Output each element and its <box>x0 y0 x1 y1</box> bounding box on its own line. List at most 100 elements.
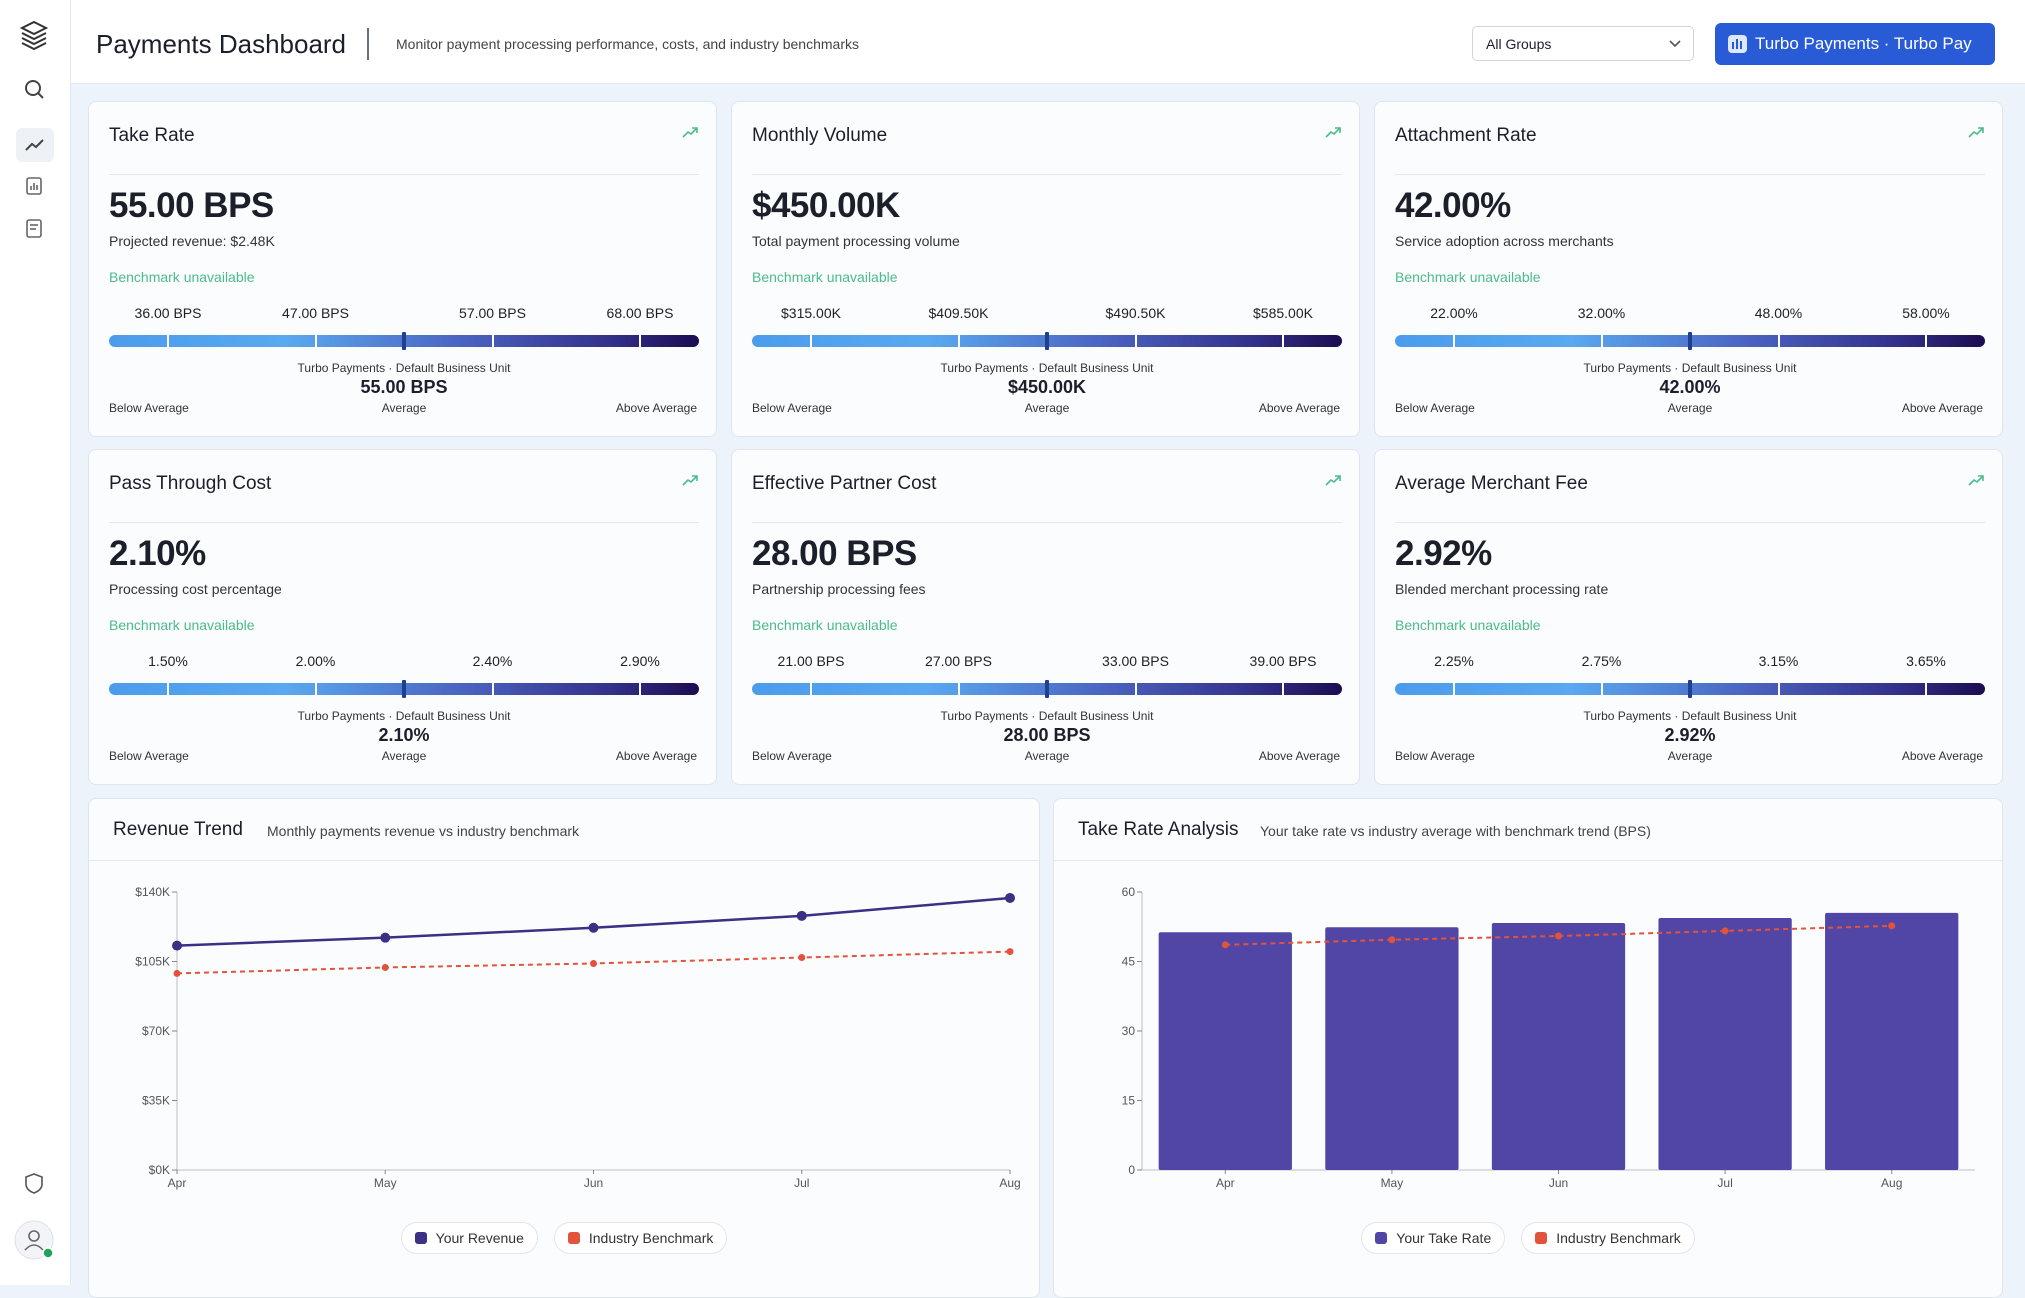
position-marker <box>402 332 406 350</box>
series-point <box>1388 936 1396 944</box>
group-select[interactable]: All Groups <box>1472 26 1694 61</box>
chart: $0K $35K $70K $105K $140K Apr May Jun Jul Aug <box>135 885 1020 1190</box>
status-dot <box>42 1247 54 1259</box>
trend-line <box>1325 475 1341 486</box>
chart-header-separator <box>1054 860 2002 861</box>
range-divider <box>314 683 317 695</box>
account-button[interactable]: Turbo Payments · Turbo Pay <box>1715 23 1995 65</box>
group-select-label: All Groups <box>1486 36 1552 52</box>
x-tick-label: Aug <box>1881 1176 1902 1190</box>
search-icon[interactable] <box>25 80 44 99</box>
range-divider <box>314 335 317 347</box>
scale-label: Below Average <box>109 749 189 763</box>
series-point <box>1006 948 1014 956</box>
legend-swatch <box>1375 1232 1388 1244</box>
benchmark-status: Benchmark unavailable <box>752 617 898 633</box>
range-label: 1.50% <box>148 653 188 669</box>
legend-item[interactable]: Your Take Rate <box>1361 1222 1506 1254</box>
card-separator <box>109 174 699 175</box>
legend-item[interactable]: Industry Benchmark <box>1521 1222 1695 1254</box>
report-nav-icon[interactable] <box>26 219 42 238</box>
range-divider <box>1134 335 1137 347</box>
position-marker <box>402 680 406 698</box>
card-subtitle: Service adoption across merchants <box>1395 233 1614 249</box>
header: Payments Dashboard Monitor payment proce… <box>71 0 2025 84</box>
range-label: $585.00K <box>1253 305 1313 321</box>
x-tick-label: Jun <box>1549 1176 1568 1190</box>
trend-icon <box>1968 475 1984 486</box>
card-subtitle: Blended merchant processing rate <box>1395 581 1609 597</box>
avatar-body <box>24 1244 44 1251</box>
select-chevron <box>1669 40 1681 48</box>
y-tick-label: 45 <box>1122 955 1136 969</box>
trend-line <box>1325 127 1341 138</box>
legend-swatch <box>414 1232 427 1244</box>
y-tick-label: $70K <box>142 1024 170 1038</box>
legend-item[interactable]: Your Revenue <box>400 1222 538 1254</box>
trend-arrow <box>1335 127 1341 133</box>
card-value: 28.00 BPS <box>752 534 917 573</box>
range-divider <box>1600 335 1603 347</box>
kpi-card: Pass Through Cost 2.10% Processing cost pe… <box>88 449 717 785</box>
range-divider <box>1925 335 1927 347</box>
range-label: 2.75% <box>1581 653 1622 669</box>
card-subtitle: Processing cost percentage <box>109 581 282 597</box>
series-point <box>1005 892 1015 903</box>
range-divider <box>491 335 494 347</box>
legend-swatch <box>1535 1232 1548 1244</box>
trend-line <box>682 127 698 138</box>
card-value: $450.00K <box>752 186 900 225</box>
scale-label: Average <box>1024 401 1070 415</box>
trend-line <box>1968 475 1984 486</box>
range-divider <box>491 683 494 695</box>
bar <box>1825 912 1959 1170</box>
security-icon[interactable] <box>25 1173 43 1194</box>
range-label: 2.90% <box>620 653 660 669</box>
legend-swatch <box>567 1232 580 1244</box>
range-divider <box>810 683 812 695</box>
y-tick-label: 15 <box>1122 1094 1136 1108</box>
range-divider <box>1600 683 1603 695</box>
range-label: 68.00 BPS <box>606 305 674 321</box>
range-divider <box>1777 683 1780 695</box>
range-label: 2.40% <box>472 653 513 669</box>
card-subtitle: Total payment processing volume <box>752 233 960 249</box>
range-label: 3.15% <box>1758 653 1799 669</box>
range-label: 33.00 BPS <box>1102 653 1169 669</box>
kpi-card: Effective Partner Cost 28.00 BPS Partnersh… <box>731 449 1360 785</box>
kpi-card: Attachment Rate 42.00% Service adoption ac… <box>1374 101 2003 437</box>
legend-label: Your Take Rate <box>1396 1230 1492 1246</box>
y-tick-label: 0 <box>1128 1163 1135 1177</box>
chart-title: Revenue Trend <box>113 819 243 840</box>
card-title: Average Merchant Fee <box>1395 473 1588 494</box>
card-title: Attachment Rate <box>1395 125 1537 146</box>
y-tick-label: $0K <box>149 1163 170 1177</box>
chart-title: Take Rate Analysis <box>1078 819 1239 840</box>
x-tick-label: Apr <box>168 1176 187 1190</box>
series-point <box>590 959 597 967</box>
trend-arrow <box>1335 475 1341 481</box>
legend-label: Industry Benchmark <box>588 1230 714 1246</box>
legend: Your Take Rate Industry Benchmark <box>1054 1222 2002 1254</box>
card-separator <box>752 522 1342 523</box>
scale-label: Below Average <box>109 401 189 415</box>
card-subtitle: Partnership processing fees <box>752 581 926 597</box>
range-label: 58.00% <box>1902 305 1950 321</box>
x-tick-label: Jun <box>584 1176 603 1190</box>
card-title: Monthly Volume <box>752 125 888 146</box>
trend-nav-icon[interactable] <box>25 139 44 151</box>
range-label: 3.65% <box>1906 653 1946 669</box>
unit-label: Turbo Payments · Default Business Unit <box>940 361 1154 375</box>
range-label: 48.00% <box>1754 305 1803 321</box>
position-marker <box>1688 680 1692 698</box>
account-icon <box>1728 35 1747 53</box>
chart-panel: Revenue Trend Monthly payments revenue vs… <box>88 798 1040 1298</box>
range-label: 32.00% <box>1577 305 1626 321</box>
card-title: Effective Partner Cost <box>752 473 937 494</box>
legend-item[interactable]: Industry Benchmark <box>553 1222 728 1254</box>
chart-nav-icon[interactable] <box>26 177 42 195</box>
kpi-card: Take Rate 55.00 BPS Projected revenue: $2.… <box>88 101 717 437</box>
series-point <box>1221 941 1229 949</box>
account-label: Turbo Payments · Turbo Pay <box>1755 34 1972 53</box>
